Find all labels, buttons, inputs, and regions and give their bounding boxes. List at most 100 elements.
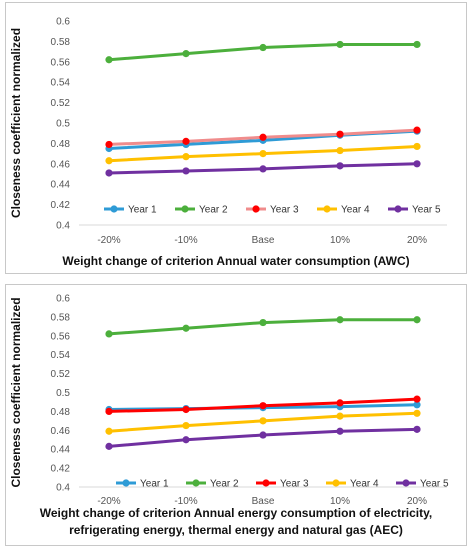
- y-tick-label: 0.46: [51, 426, 71, 437]
- y-tick-label: 0.58: [51, 37, 71, 48]
- data-point-year-3: [413, 126, 421, 134]
- data-point-year-5: [105, 169, 113, 177]
- data-point-year-5: [105, 442, 113, 450]
- data-point-year-1: [413, 401, 421, 409]
- data-point-year-5: [182, 436, 190, 444]
- y-tick-label: 0.54: [51, 350, 71, 361]
- data-point-year-4: [336, 146, 344, 155]
- data-point-year-2: [105, 56, 113, 64]
- data-point-year-2: [413, 40, 421, 49]
- x-tick-label: Base: [252, 496, 275, 507]
- data-point-year-4: [105, 157, 113, 165]
- x-tick-label: 20%: [407, 235, 427, 246]
- y-tick-label: 0.58: [51, 312, 71, 323]
- y-axis-title: Closeness coefficient normalized: [9, 28, 23, 218]
- legend-label-year-3: Year 3: [280, 479, 309, 490]
- y-tick-label: 0.56: [51, 331, 71, 342]
- data-point-year-4: [413, 142, 421, 151]
- x-tick-label: -20%: [97, 235, 120, 246]
- data-point-year-3: [105, 140, 113, 149]
- legend-label-year-4: Year 4: [350, 479, 379, 490]
- y-tick-label: 0.48: [51, 139, 71, 150]
- data-point-year-2: [105, 330, 113, 338]
- legend-label-year-4: Year 4: [341, 205, 370, 216]
- x-tick-label: 10%: [330, 235, 350, 246]
- legend-label-year-5: Year 5: [420, 479, 449, 490]
- data-point-year-5: [413, 160, 421, 168]
- chart-panel-aec: 0.4 0.42 0.44 0.46 0.48 0.5 0.52 0.54 0.56 0.58 0.…: [5, 284, 467, 546]
- data-point-year-5: [182, 167, 190, 175]
- chart-awc: 0.4 0.42 0.44 0.46 0.48 0.5 0.52 0.54 0.56 0.58 0.…: [9, 17, 447, 268]
- legend-label-year-2: Year 2: [199, 205, 228, 216]
- data-point-year-3: [336, 130, 344, 138]
- data-point-year-4: [182, 421, 190, 430]
- data-point-year-3: [259, 133, 267, 141]
- x-axis-title: refrigerating energy, thermal energy and…: [69, 523, 403, 537]
- legend-label-year-1: Year 1: [128, 205, 157, 216]
- legend-label-year-5: Year 5: [412, 205, 441, 216]
- x-tick-label: 10%: [330, 496, 350, 507]
- y-tick-label: 0.56: [51, 57, 71, 68]
- data-point-year-4: [182, 153, 190, 161]
- y-tick-label: 0.44: [51, 445, 71, 456]
- data-point-year-4: [336, 412, 344, 420]
- y-tick-label: 0.54: [51, 78, 71, 89]
- legend-marker-year-1: [110, 205, 118, 213]
- legend-marker-year-1: [122, 479, 130, 487]
- data-point-year-4: [259, 417, 267, 425]
- data-point-year-5: [259, 165, 267, 173]
- legend-marker-year-5: [402, 479, 410, 487]
- y-tick-label: 0.52: [51, 369, 71, 380]
- y-tick-label: 0.52: [51, 98, 71, 109]
- y-tick-label: 0.5: [56, 119, 70, 130]
- y-tick-label: 0.6: [56, 294, 70, 305]
- y-tick-label: 0.48: [51, 407, 71, 418]
- y-tick-label: 0.42: [51, 200, 71, 211]
- chart-aec: 0.4 0.42 0.44 0.46 0.48 0.5 0.52 0.54 0.56 0.58 0.…: [9, 294, 449, 538]
- chart-panel-awc: 0.4 0.42 0.44 0.46 0.48 0.5 0.52 0.54 0.56 0.58 0.…: [5, 2, 467, 274]
- y-tick-label: 0.4: [56, 221, 70, 232]
- data-point-year-2: [182, 50, 190, 58]
- x-tick-label: -20%: [97, 496, 120, 507]
- data-point-year-5: [336, 427, 344, 435]
- data-point-year-5: [336, 162, 344, 170]
- x-axis-title: Weight change of criterion Annual water …: [62, 254, 409, 268]
- data-point-year-2: [259, 43, 267, 52]
- data-point-year-2: [259, 318, 267, 327]
- legend-marker-year-3: [252, 205, 260, 213]
- data-point-year-5: [259, 431, 267, 439]
- legend-label-year-2: Year 2: [210, 479, 239, 490]
- legend-marker-year-2: [192, 479, 200, 487]
- y-tick-label: 0.44: [51, 180, 71, 191]
- legend-marker-year-2: [181, 205, 189, 213]
- legend-label-year-1: Year 1: [140, 479, 169, 490]
- x-axis-title: Weight change of criterion Annual energy…: [40, 506, 433, 520]
- data-point-year-2: [182, 324, 190, 332]
- legend-marker-year-5: [394, 205, 402, 213]
- legend-marker-year-4: [323, 205, 331, 213]
- data-point-year-2: [336, 40, 344, 49]
- data-point-year-3: [105, 407, 113, 415]
- y-tick-label: 0.4: [56, 483, 70, 494]
- x-tick-label: -10%: [174, 496, 197, 507]
- data-point-year-2: [336, 316, 344, 324]
- data-point-year-3: [182, 405, 190, 414]
- data-point-year-2: [413, 316, 421, 324]
- legend-marker-year-4: [332, 479, 340, 487]
- legend-marker-year-3: [262, 479, 270, 487]
- y-tick-label: 0.42: [51, 464, 71, 475]
- data-point-year-3: [413, 395, 421, 403]
- x-tick-label: -10%: [174, 235, 197, 246]
- x-tick-label: Base: [252, 235, 275, 246]
- y-tick-label: 0.46: [51, 159, 71, 170]
- data-point-year-3: [336, 399, 344, 407]
- data-point-year-5: [413, 425, 421, 433]
- data-point-year-4: [105, 427, 113, 435]
- data-point-year-4: [259, 150, 267, 158]
- data-point-year-4: [413, 409, 421, 417]
- y-tick-label: 0.5: [56, 388, 70, 399]
- data-point-year-3: [259, 402, 267, 410]
- data-point-year-3: [182, 137, 190, 145]
- legend-label-year-3: Year 3: [270, 205, 299, 216]
